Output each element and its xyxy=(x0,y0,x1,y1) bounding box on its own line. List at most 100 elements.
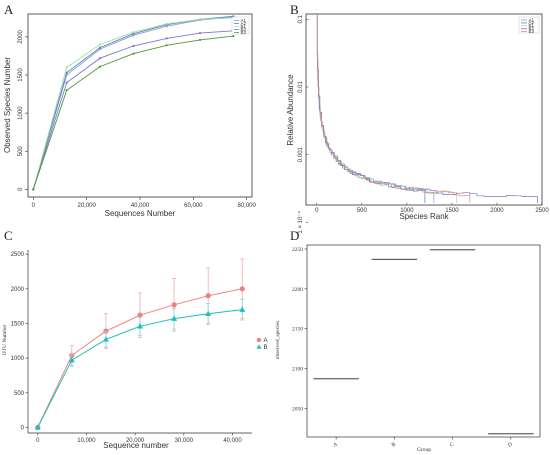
chart-c-legend-label: A xyxy=(264,338,268,344)
chart-c-data-point xyxy=(239,306,246,312)
chart-c-y-tick-label: 500 xyxy=(14,391,25,397)
chart-a-series-line xyxy=(32,17,234,190)
chart-a-data-point xyxy=(65,66,68,69)
chart-d-x-tick-label: A xyxy=(332,442,338,449)
chart-a-data-point xyxy=(232,35,235,38)
chart-a-y-ticks: 0 500 1000 1500 2000 xyxy=(18,30,28,191)
chart-a-data-point xyxy=(98,57,102,60)
chart-c-legend-label: B xyxy=(264,345,268,351)
chart-a-data-point xyxy=(65,71,68,74)
chart-c-y-tick-label: 1500 xyxy=(11,321,25,327)
chart-d-x-ticks: A B C D xyxy=(332,437,514,449)
chart-a-x-ticks: 0 20,000 40,000 60,000 80,000 xyxy=(32,197,257,209)
chart-c-y-tick-label: 1000 xyxy=(11,356,25,362)
chart-d-values xyxy=(313,249,534,435)
chart-c-data-point xyxy=(205,293,211,299)
chart-c-data-point xyxy=(34,424,41,430)
chart-b-y-tick-label: 0.001 xyxy=(298,146,304,162)
chart-d-y-ticks: 2050 2100 2150 2200 2250 xyxy=(292,247,307,412)
chart-a-data-point xyxy=(98,46,102,49)
chart-b-x-tick-label: 2000 xyxy=(490,208,504,214)
chart-a-data-point xyxy=(132,34,135,37)
chart-b-legend-label: A2 xyxy=(529,20,535,25)
chart-a-data-point xyxy=(165,25,168,28)
chart-c-y-tick-label: 2500 xyxy=(11,252,25,258)
chart-c-x-tick-label: 10,000 xyxy=(77,438,96,444)
chart-a-data-point xyxy=(165,37,168,40)
chart-c-data-point xyxy=(171,302,177,308)
chart-a-x-tick-label: 40,000 xyxy=(131,203,150,209)
chart-c-series xyxy=(34,258,246,431)
chart-c-legend: AB xyxy=(256,337,268,351)
chart-b-x-axis-title: Species Rank xyxy=(399,212,449,221)
chart-d-y-tick-label: 2100 xyxy=(292,366,303,372)
chart-a-x-tick-label: 80,000 xyxy=(237,203,256,209)
chart-b-series-line xyxy=(316,17,538,203)
chart-c-data-point xyxy=(171,315,178,321)
chart-b-plot-border xyxy=(305,13,543,206)
panel-label-c: C xyxy=(4,228,13,243)
chart-a-series xyxy=(32,15,235,191)
chart-d-y-tick-label: 2250 xyxy=(292,247,303,253)
chart-b-x-tick-label: 1000 xyxy=(400,208,414,214)
chart-a-data-point xyxy=(132,52,135,55)
chart-a-data-point xyxy=(65,81,68,84)
chart-a-series-line xyxy=(32,35,234,190)
chart-c-legend-swatch xyxy=(256,337,262,343)
chart-d-y-tick-label: 2050 xyxy=(292,406,303,412)
chart-c-data-point xyxy=(102,336,109,342)
chart-b-y-tick-label: 0.1 xyxy=(298,15,304,24)
chart-a-data-point xyxy=(132,32,135,35)
chart-b-series-line xyxy=(316,16,457,203)
chart-d-x-tick-label: B xyxy=(391,441,397,448)
chart-d-y-axis-title: observed_species xyxy=(275,321,281,360)
chart-c-y-ticks: 0 500 1000 1500 2000 2500 xyxy=(11,252,28,431)
chart-c-y-tick-label: 2000 xyxy=(11,287,25,293)
chart-b-legend-label: B3 xyxy=(529,29,535,34)
chart-a-data-point xyxy=(198,31,202,35)
chart-a-legend-label: A2 xyxy=(241,21,247,26)
chart-c-data-point xyxy=(137,312,143,318)
chart-b-legend-label: B2 xyxy=(529,26,535,31)
chart-a-y-tick-label: 0 xyxy=(18,187,24,191)
chart-a-data-point xyxy=(98,65,102,68)
chart-a-legend-label: B1 xyxy=(241,24,247,29)
chart-a-legend-label: B3 xyxy=(241,30,247,35)
chart-c-x-tick-label: 20,000 xyxy=(126,438,145,444)
chart-c-y-tick-label: 0 xyxy=(21,425,25,431)
chart-a-data-point xyxy=(132,31,135,34)
chart-a-data-point xyxy=(165,22,168,26)
chart-b-series-line xyxy=(316,14,426,203)
chart-b-y-ticks: 0.1 0.01 0.001 1 × 10⁻⁴ xyxy=(297,15,309,234)
chart-d-x-tick-label: D xyxy=(507,442,513,449)
chart-c-x-tick-label: 40,000 xyxy=(223,438,242,444)
chart-a-series-line xyxy=(32,15,234,190)
chart-d: A B C D 2050 2100 2150 2200 2250 Group observed… xyxy=(275,244,541,453)
chart-b-x-tick-label: 1500 xyxy=(445,208,459,214)
chart-c-x-axis-title: Sequence number xyxy=(103,441,169,450)
chart-a-series-line xyxy=(32,16,234,190)
chart-a-data-point xyxy=(132,44,135,48)
chart-c-data-point xyxy=(137,323,143,329)
chart-c-legend-swatch xyxy=(256,344,262,349)
chart-b-legend-label: B1 xyxy=(529,23,535,28)
chart-c-data-point xyxy=(68,357,75,363)
chart-d-plot-border xyxy=(306,244,541,438)
chart-c-data-point xyxy=(239,286,245,292)
chart-a-x-axis-title: Sequences Number xyxy=(105,209,176,218)
chart-b-x-tick-label: 500 xyxy=(357,208,368,214)
chart-a-data-point xyxy=(32,188,35,191)
chart-c-x-tick-label: 0 xyxy=(36,438,40,444)
chart-d-y-tick-label: 2150 xyxy=(292,327,303,333)
chart-b-series xyxy=(316,14,538,203)
chart-b-legend-label: A1 xyxy=(529,17,535,22)
chart-c-x-tick-label: 30,000 xyxy=(175,438,194,444)
chart-b-y-tick-label: 0.01 xyxy=(298,80,304,92)
chart-a-y-tick-label: 500 xyxy=(18,146,24,157)
chart-a-legend-label: A1 xyxy=(241,18,247,23)
chart-c-data-point xyxy=(103,328,109,334)
chart-b-x-tick-label: 0 xyxy=(315,208,319,214)
chart-d-x-axis-title: Group xyxy=(417,447,431,453)
chart-a-x-tick-label: 0 xyxy=(32,203,36,209)
